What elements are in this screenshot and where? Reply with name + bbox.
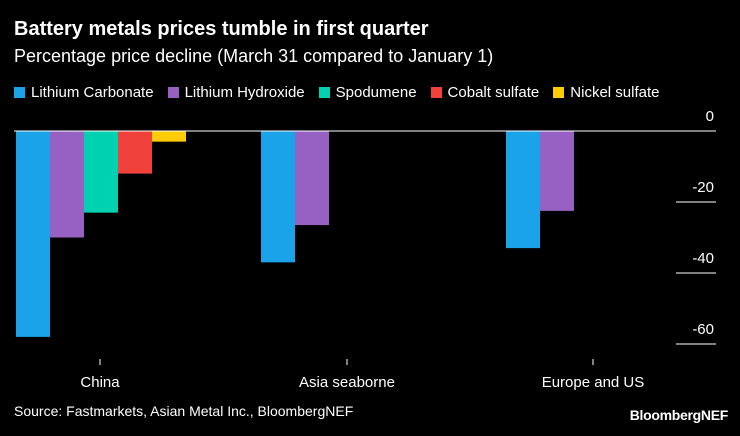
legend-swatch	[318, 87, 330, 98]
chart-title: Battery metals prices tumble in first qu…	[14, 18, 429, 40]
bar-lithium-hydroxide-asia-seaborne	[295, 131, 329, 226]
legend-label: Cobalt sulfate	[447, 84, 540, 101]
legend-swatch	[167, 87, 179, 98]
y-tick-label: -60	[692, 321, 714, 338]
y-tick-label: -40	[692, 250, 714, 267]
legend-label: Spodumene	[335, 84, 417, 101]
legend-swatch	[14, 87, 25, 98]
y-tick-label: 0	[706, 108, 714, 125]
bar-lithium-carbonate-europe-and-us	[506, 131, 540, 249]
legend-item-lithium-hydroxide: Lithium Hydroxide	[167, 84, 305, 101]
legend-swatch	[430, 87, 442, 98]
x-tick-label: China	[80, 374, 120, 391]
x-tick-label: Europe and US	[542, 374, 645, 391]
x-tick-label: Asia seaborne	[299, 374, 395, 391]
brand-logo: BloombergNEF	[629, 407, 729, 423]
legend-label: Lithium Hydroxide	[184, 84, 305, 101]
source-note: Source: Fastmarkets, Asian Metal Inc., B…	[14, 403, 354, 419]
legend-item-cobalt-sulfate: Cobalt sulfate	[430, 84, 540, 101]
legend-label: Lithium Carbonate	[31, 84, 154, 101]
legend-item-lithium-carbonate: Lithium Carbonate	[14, 84, 154, 101]
legend-swatch	[553, 87, 565, 98]
bar-lithium-hydroxide-europe-and-us	[540, 131, 574, 211]
bar-lithium-hydroxide-china	[50, 131, 84, 238]
bar-lithium-carbonate-asia-seaborne	[261, 131, 295, 263]
bar-spodumene-china	[84, 131, 118, 213]
y-tick-label: -20	[692, 179, 714, 196]
bar-nickel-sulfate-china	[152, 131, 186, 142]
bar-cobalt-sulfate-china	[118, 131, 152, 174]
legend-item-spodumene: Spodumene	[318, 84, 417, 101]
legend: Lithium Carbonate Lithium Hydroxide Spod…	[14, 84, 659, 101]
chart-subtitle: Percentage price decline (March 31 compa…	[14, 46, 494, 66]
legend-item-nickel-sulfate: Nickel sulfate	[553, 84, 659, 101]
bar-lithium-carbonate-china	[16, 131, 50, 337]
legend-label: Nickel sulfate	[570, 84, 660, 101]
